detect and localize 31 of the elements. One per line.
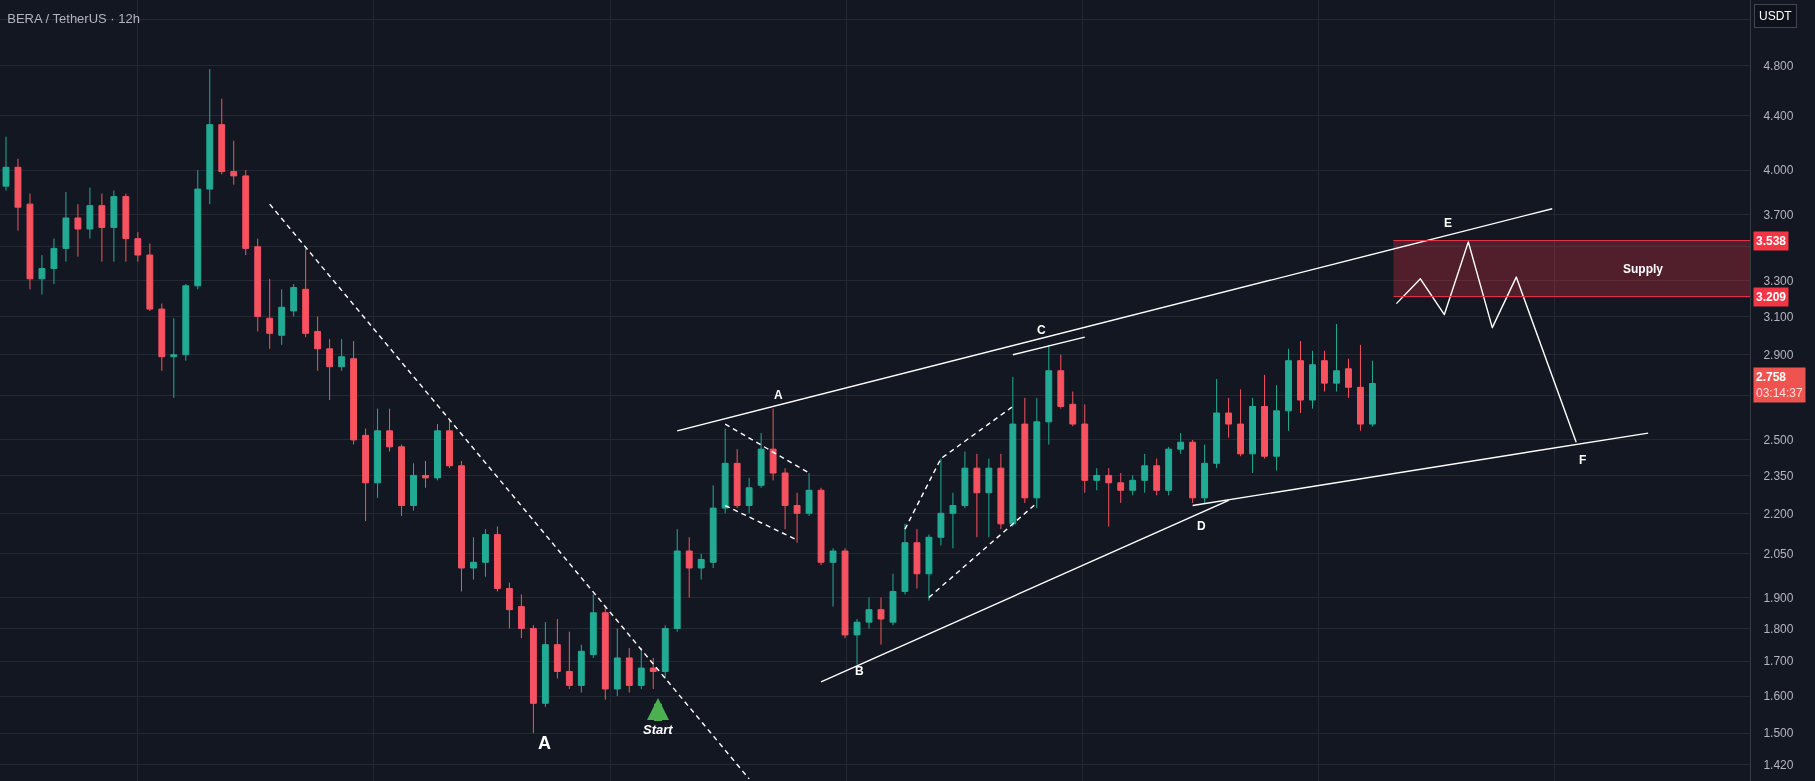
y-tick-label: 1.600 [1763,689,1794,704]
text: 2.758 03:14:37 [1756,370,1804,400]
y-tick-label: 2.500 [1763,433,1794,448]
y-tick-label: 3.300 [1763,273,1794,288]
y-tick-label: 3.700 [1763,208,1794,223]
y-tick-label: 2.900 [1763,347,1794,362]
band-label: Supply [1623,262,1664,276]
y-tick-label: 2.200 [1763,506,1794,521]
annotation: C [1037,323,1046,337]
annotation: D [1197,519,1206,533]
y-tick-label: 3.100 [1763,309,1794,324]
annotation: B [855,664,864,678]
y-tick-label: 2.050 [1763,547,1794,562]
y-axis-title: USDT [1759,9,1793,23]
ref-line-label: 3.538 [1756,234,1787,248]
y-tick-label: 1.420 [1763,757,1794,772]
annotation: E [1444,216,1453,230]
y-tick-label: 4.800 [1763,58,1794,73]
text: BERA / TetherUS · 12h [7,11,140,27]
ref-line-label: 3.209 [1756,290,1787,304]
y-tick-label: 1.900 [1763,590,1794,605]
y-tick-label: 2.350 [1763,468,1794,483]
y-tick-label: 4.000 [1763,163,1794,178]
annotation: A [774,388,783,402]
annotation: Start [643,722,674,737]
y-tick-label: 1.500 [1763,726,1794,741]
y-tick-label: 4.400 [1763,108,1794,123]
annotation: F [1579,453,1587,467]
y-tick-label: 1.800 [1763,621,1794,636]
y-tick-label: 1.700 [1763,654,1794,669]
annotation: A [538,733,551,753]
